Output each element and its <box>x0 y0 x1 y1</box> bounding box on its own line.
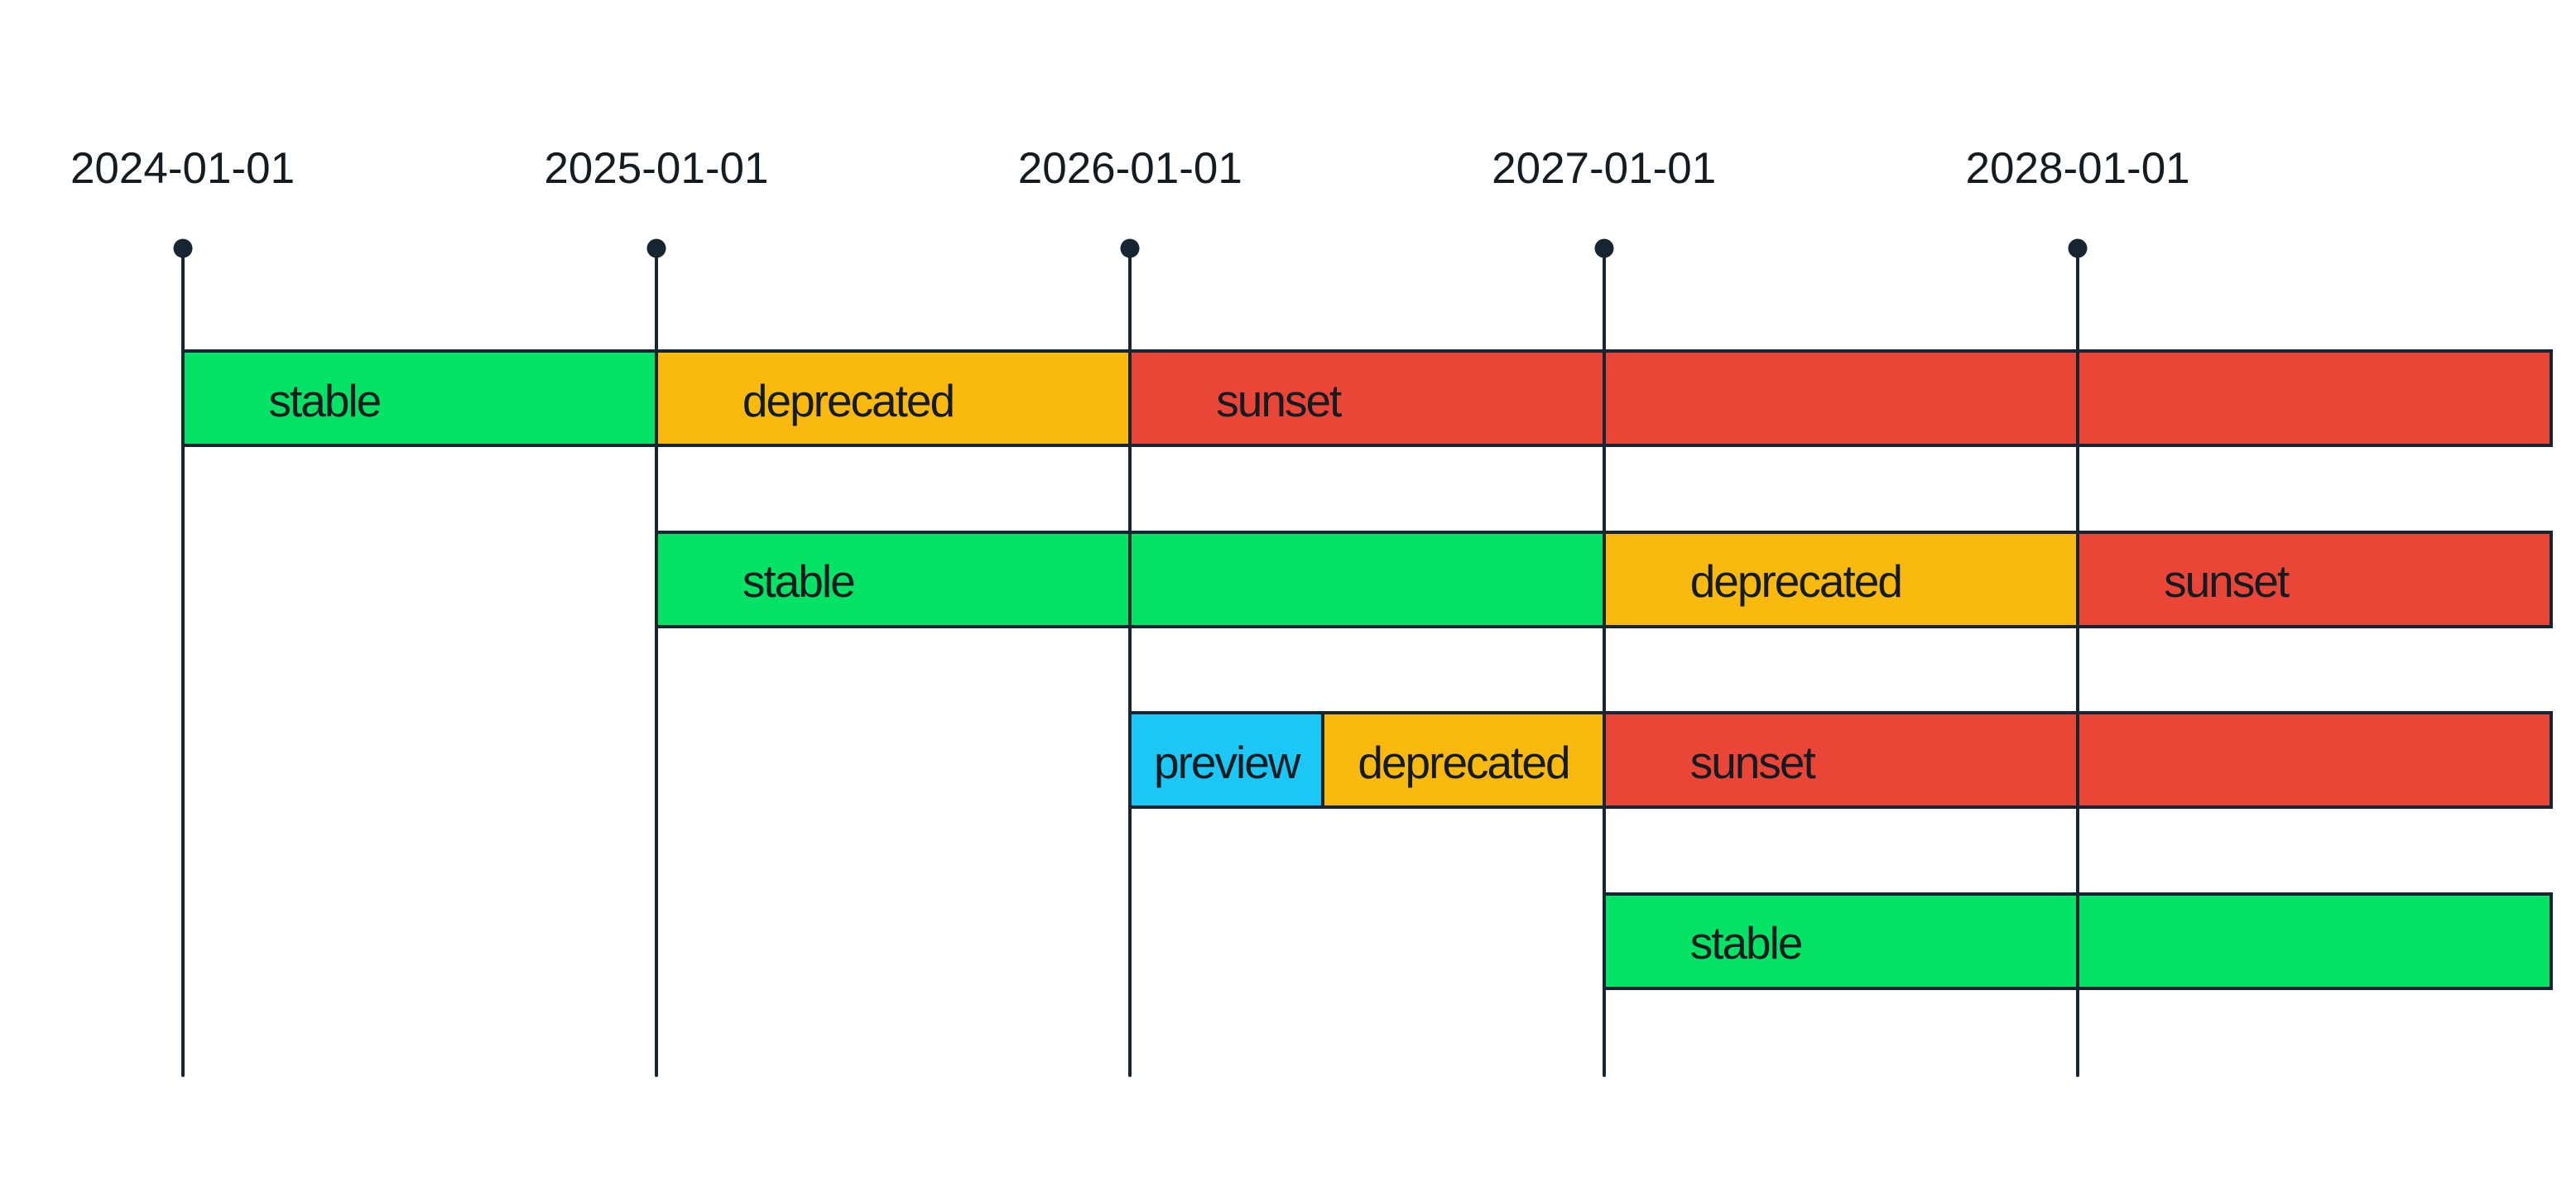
date-label: 2028-01-01 <box>1965 144 2190 193</box>
segment-label: stable <box>1689 917 1804 969</box>
segment-label: stable <box>742 555 856 607</box>
year-line <box>2076 248 2080 1077</box>
segment-stable: stable <box>180 349 658 447</box>
year-line <box>654 248 658 1077</box>
segment-deprecated: deprecated <box>1321 711 1606 809</box>
segment-deprecated: deprecated <box>654 349 1132 447</box>
segment-deprecated: deprecated <box>1602 530 2080 628</box>
segment-label: preview <box>1154 736 1301 788</box>
date-label: 2027-01-01 <box>1492 144 1717 193</box>
segment-label: deprecated <box>1358 736 1570 788</box>
segment-sunset: sunset <box>1128 349 2554 447</box>
segment-label: sunset <box>1216 374 1342 426</box>
segment-label: stable <box>268 374 382 426</box>
date-label: 2026-01-01 <box>1017 144 1242 193</box>
segment-label: sunset <box>1689 736 1816 788</box>
segment-label: deprecated <box>1689 555 1903 607</box>
segment-label: deprecated <box>742 374 955 426</box>
segment-preview: preview <box>1128 711 1325 809</box>
segment-label: sunset <box>2164 555 2290 607</box>
date-label: 2025-01-01 <box>544 144 769 193</box>
year-line <box>1128 248 1132 1077</box>
year-line <box>180 248 185 1077</box>
year-line <box>1602 248 1606 1077</box>
date-label: 2024-01-01 <box>70 144 296 193</box>
segment-sunset: sunset <box>2076 530 2554 628</box>
